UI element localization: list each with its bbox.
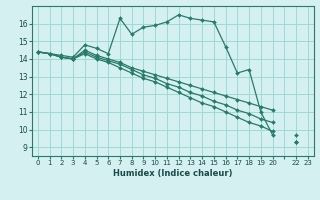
X-axis label: Humidex (Indice chaleur): Humidex (Indice chaleur) bbox=[113, 169, 233, 178]
